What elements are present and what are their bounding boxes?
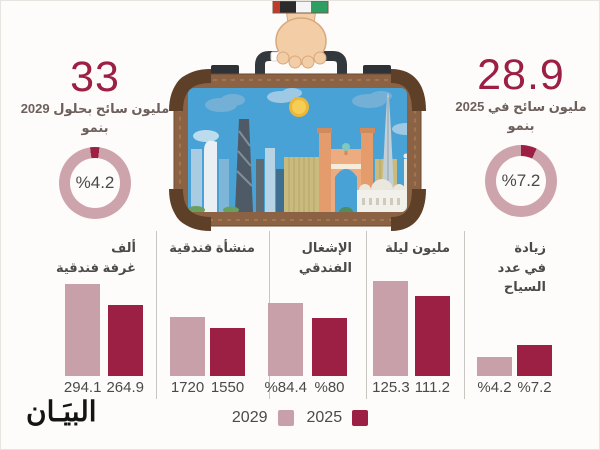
- uae-flag-band: [272, 1, 329, 14]
- donut-chart-2029: %4.2: [59, 146, 131, 219]
- finger: [276, 51, 290, 65]
- chart-group-hotel-occupancy: الإشغال الفندقي %84.4 %80: [264, 231, 366, 399]
- cloud: [352, 91, 392, 108]
- stat-2029-number: 33: [70, 53, 120, 101]
- stat-2029-caption-line1: مليون سائح بحلول 2029: [20, 101, 170, 117]
- bar-2029: [65, 284, 101, 376]
- green-dome: [339, 207, 353, 212]
- building-glass-tower: [219, 159, 229, 212]
- building-dark-tower: [256, 159, 264, 212]
- bar-2029: [477, 357, 512, 376]
- bar-2025: [414, 296, 450, 376]
- bar-2025: [210, 328, 245, 376]
- suitcase-corner: [390, 69, 426, 112]
- chart-group-hotel-rooms: ألف غرفة فندقية 294.1 264.9: [1, 231, 156, 399]
- legend-label: 2025: [306, 409, 343, 426]
- bar-value: 264.9: [106, 379, 144, 396]
- legend-swatch-2025: [352, 410, 369, 426]
- stat-2025-number: 28.9: [477, 51, 565, 99]
- cloud: [267, 88, 302, 103]
- finger: [288, 55, 302, 69]
- building-burj-al-arab: [204, 140, 217, 212]
- bar-value: 294.1: [63, 379, 102, 396]
- stat-2025-caption-line1: مليون سائح في 2025: [455, 99, 587, 115]
- donut-2029-value: %4.2: [70, 157, 120, 208]
- chart-group-hotel-establishments: منشأة فندقية 1720 1550: [156, 231, 269, 399]
- cloud: [193, 130, 219, 142]
- building-blue-tower: [191, 149, 202, 212]
- group-title: الفندقي: [298, 259, 352, 275]
- suitcase-stitching: [179, 79, 416, 221]
- finger: [313, 51, 327, 65]
- bar-value: 1550: [210, 379, 245, 396]
- group-title: الإشغال: [301, 240, 352, 255]
- group-title: منشأة فندقية: [169, 240, 255, 255]
- donut-2025-value: %7.2: [496, 155, 546, 206]
- legend-label: 2029: [231, 409, 268, 426]
- suitcase-corner: [169, 69, 212, 112]
- group-title: مليون ليلة: [385, 240, 450, 255]
- hand: [270, 1, 329, 69]
- bar-2029: [170, 317, 205, 376]
- suitcase-corner: [390, 188, 426, 231]
- stat-2029: 33 مليون سائح بحلول 2029 بنمو %4.2: [13, 53, 177, 219]
- group-title: في عدد السياح: [497, 259, 546, 295]
- bar-value: 1720: [170, 379, 205, 396]
- building-light-tower: [265, 148, 275, 212]
- bar-value: %7.2: [517, 379, 552, 396]
- bar-2025: [107, 305, 143, 376]
- legend-item-2029: 2029: [232, 409, 294, 427]
- building-twisted-tower: [235, 119, 253, 212]
- bar-value: %84.4: [264, 379, 307, 396]
- bar-value: %4.2: [477, 379, 512, 396]
- chart-group-million-nights: مليون ليلة 125.3 111.2: [366, 231, 464, 399]
- legend-item-2025: 2025: [307, 409, 369, 427]
- bush: [188, 206, 205, 212]
- stat-2025: 28.9 مليون سائح في 2025 بنمو %7.2: [439, 51, 599, 217]
- bar-chart: ألف غرفة فندقية 294.1 264.9 منشأة فندقية…: [1, 231, 599, 399]
- bar-2029: [373, 281, 409, 376]
- sun-icon-core: [292, 100, 306, 114]
- donut-chart-2025: %7.2: [485, 144, 557, 217]
- chart-legend: 2029 2025: [1, 409, 599, 427]
- building-mosque: [357, 153, 407, 212]
- chart-group-tourist-increase: زيادة في عدد السياح %4.2 %7.2: [464, 231, 599, 399]
- suitcase-illustration: [169, 1, 426, 231]
- bar-value: %80: [314, 379, 345, 396]
- cloud: [205, 94, 245, 112]
- stat-2025-caption-line2: بنمو: [507, 117, 535, 133]
- legend-swatch-2029: [277, 410, 294, 426]
- bar-2025: [517, 345, 552, 376]
- group-title: زيادة: [514, 240, 546, 255]
- stat-2029-caption-line2: بنمو: [81, 119, 109, 135]
- bar-value: 125.3: [372, 379, 410, 396]
- group-title: ألف: [111, 240, 136, 255]
- building-teal-tower: [276, 169, 285, 212]
- twisted-tower-lines: [236, 130, 253, 187]
- bar-2025: [312, 318, 347, 376]
- bush: [223, 206, 239, 212]
- suitcase-corner: [169, 188, 212, 231]
- finger: [301, 55, 315, 69]
- bar-2029: [268, 303, 304, 376]
- bar-value: 111.2: [414, 379, 450, 396]
- al-bayan-logo: البيَـان: [26, 395, 97, 428]
- group-title: غرفة فندقية: [55, 259, 136, 275]
- cloud: [392, 123, 407, 135]
